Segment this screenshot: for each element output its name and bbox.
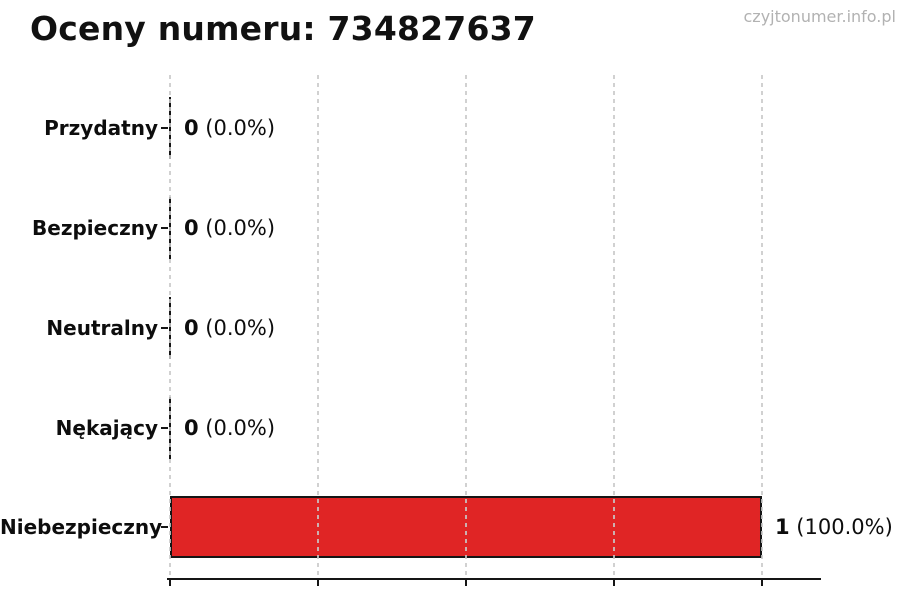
category-label: Nękający <box>55 416 158 440</box>
x-axis-tick <box>169 580 171 586</box>
value-percent: (0.0%) <box>198 216 276 240</box>
x-axis-tick <box>317 580 319 586</box>
y-axis-tick <box>161 327 168 329</box>
value-count: 0 <box>184 316 199 340</box>
value-percent: (0.0%) <box>198 316 276 340</box>
category-label: Neutralny <box>46 316 158 340</box>
page-title: Oceny numeru: 734827637 <box>30 9 536 48</box>
y-axis-tick <box>161 526 168 528</box>
value-percent: (0.0%) <box>198 116 276 140</box>
x-axis-tick <box>761 580 763 586</box>
x-axis-tick <box>613 580 615 586</box>
value-label: 0 (0.0%) <box>184 413 275 443</box>
gridline <box>169 75 171 579</box>
watermark-link[interactable]: czyjtonumer.info.pl <box>743 7 897 26</box>
value-count: 0 <box>184 216 199 240</box>
x-axis-tick <box>465 580 467 586</box>
value-count: 1 <box>775 515 790 539</box>
value-count: 0 <box>184 116 199 140</box>
gridline <box>761 75 763 579</box>
value-percent: (0.0%) <box>198 416 276 440</box>
value-label: 0 (0.0%) <box>184 313 275 343</box>
value-label: 1 (100.0%) <box>775 512 893 542</box>
y-axis-tick <box>161 227 168 229</box>
y-axis-tick <box>161 127 168 129</box>
category-label: Bezpieczny <box>32 216 158 240</box>
category-label: Przydatny <box>44 116 158 140</box>
gridline <box>317 75 319 579</box>
value-percent: (100.0%) <box>789 515 893 539</box>
value-label: 0 (0.0%) <box>184 113 275 143</box>
value-label: 0 (0.0%) <box>184 213 275 243</box>
gridline <box>465 75 467 579</box>
category-label: Niebezpieczny <box>0 515 163 539</box>
gridline <box>613 75 615 579</box>
x-axis-line <box>167 578 821 580</box>
y-axis-tick <box>161 427 168 429</box>
value-count: 0 <box>184 416 199 440</box>
